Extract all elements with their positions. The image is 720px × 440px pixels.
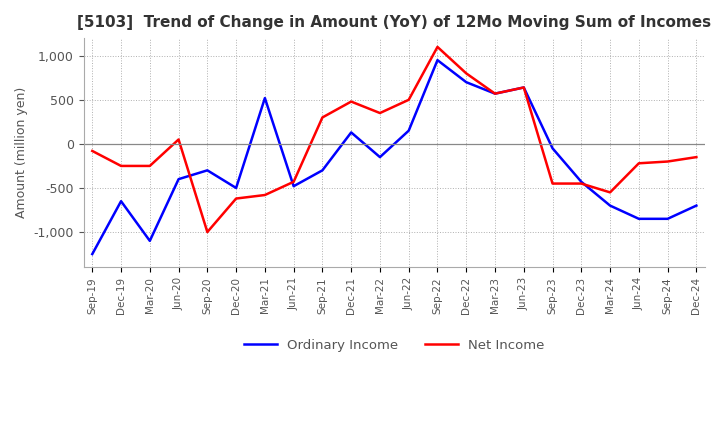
Ordinary Income: [491, 91, 500, 96]
Net Income: [433, 44, 442, 50]
Net Income: [548, 181, 557, 186]
Net Income: [145, 163, 154, 169]
Net Income: [289, 179, 298, 184]
Ordinary Income: [663, 216, 672, 221]
Net Income: [491, 91, 500, 96]
Net Income: [405, 97, 413, 103]
Ordinary Income: [548, 146, 557, 151]
Net Income: [232, 196, 240, 201]
Net Income: [376, 110, 384, 116]
Legend: Ordinary Income, Net Income: Ordinary Income, Net Income: [238, 334, 550, 357]
Net Income: [117, 163, 125, 169]
Net Income: [88, 148, 96, 154]
Ordinary Income: [203, 168, 212, 173]
Ordinary Income: [376, 154, 384, 160]
Ordinary Income: [519, 85, 528, 90]
Net Income: [606, 190, 614, 195]
Ordinary Income: [462, 80, 471, 85]
Ordinary Income: [692, 203, 701, 208]
Ordinary Income: [88, 251, 96, 257]
Net Income: [174, 137, 183, 142]
Ordinary Income: [174, 176, 183, 182]
Net Income: [577, 181, 585, 186]
Ordinary Income: [606, 203, 614, 208]
Net Income: [318, 115, 327, 120]
Ordinary Income: [117, 198, 125, 204]
Ordinary Income: [634, 216, 643, 221]
Y-axis label: Amount (million yen): Amount (million yen): [15, 87, 28, 218]
Net Income: [692, 154, 701, 160]
Ordinary Income: [405, 128, 413, 133]
Line: Net Income: Net Income: [92, 47, 696, 232]
Line: Ordinary Income: Ordinary Income: [92, 60, 696, 254]
Ordinary Income: [145, 238, 154, 243]
Ordinary Income: [289, 183, 298, 189]
Ordinary Income: [347, 130, 356, 135]
Ordinary Income: [318, 168, 327, 173]
Net Income: [519, 85, 528, 90]
Ordinary Income: [433, 58, 442, 63]
Ordinary Income: [232, 185, 240, 191]
Net Income: [663, 159, 672, 164]
Net Income: [462, 71, 471, 76]
Net Income: [203, 229, 212, 235]
Title: [5103]  Trend of Change in Amount (YoY) of 12Mo Moving Sum of Incomes: [5103] Trend of Change in Amount (YoY) o…: [77, 15, 711, 30]
Ordinary Income: [261, 95, 269, 101]
Net Income: [634, 161, 643, 166]
Net Income: [347, 99, 356, 104]
Net Income: [261, 192, 269, 198]
Ordinary Income: [577, 179, 585, 184]
